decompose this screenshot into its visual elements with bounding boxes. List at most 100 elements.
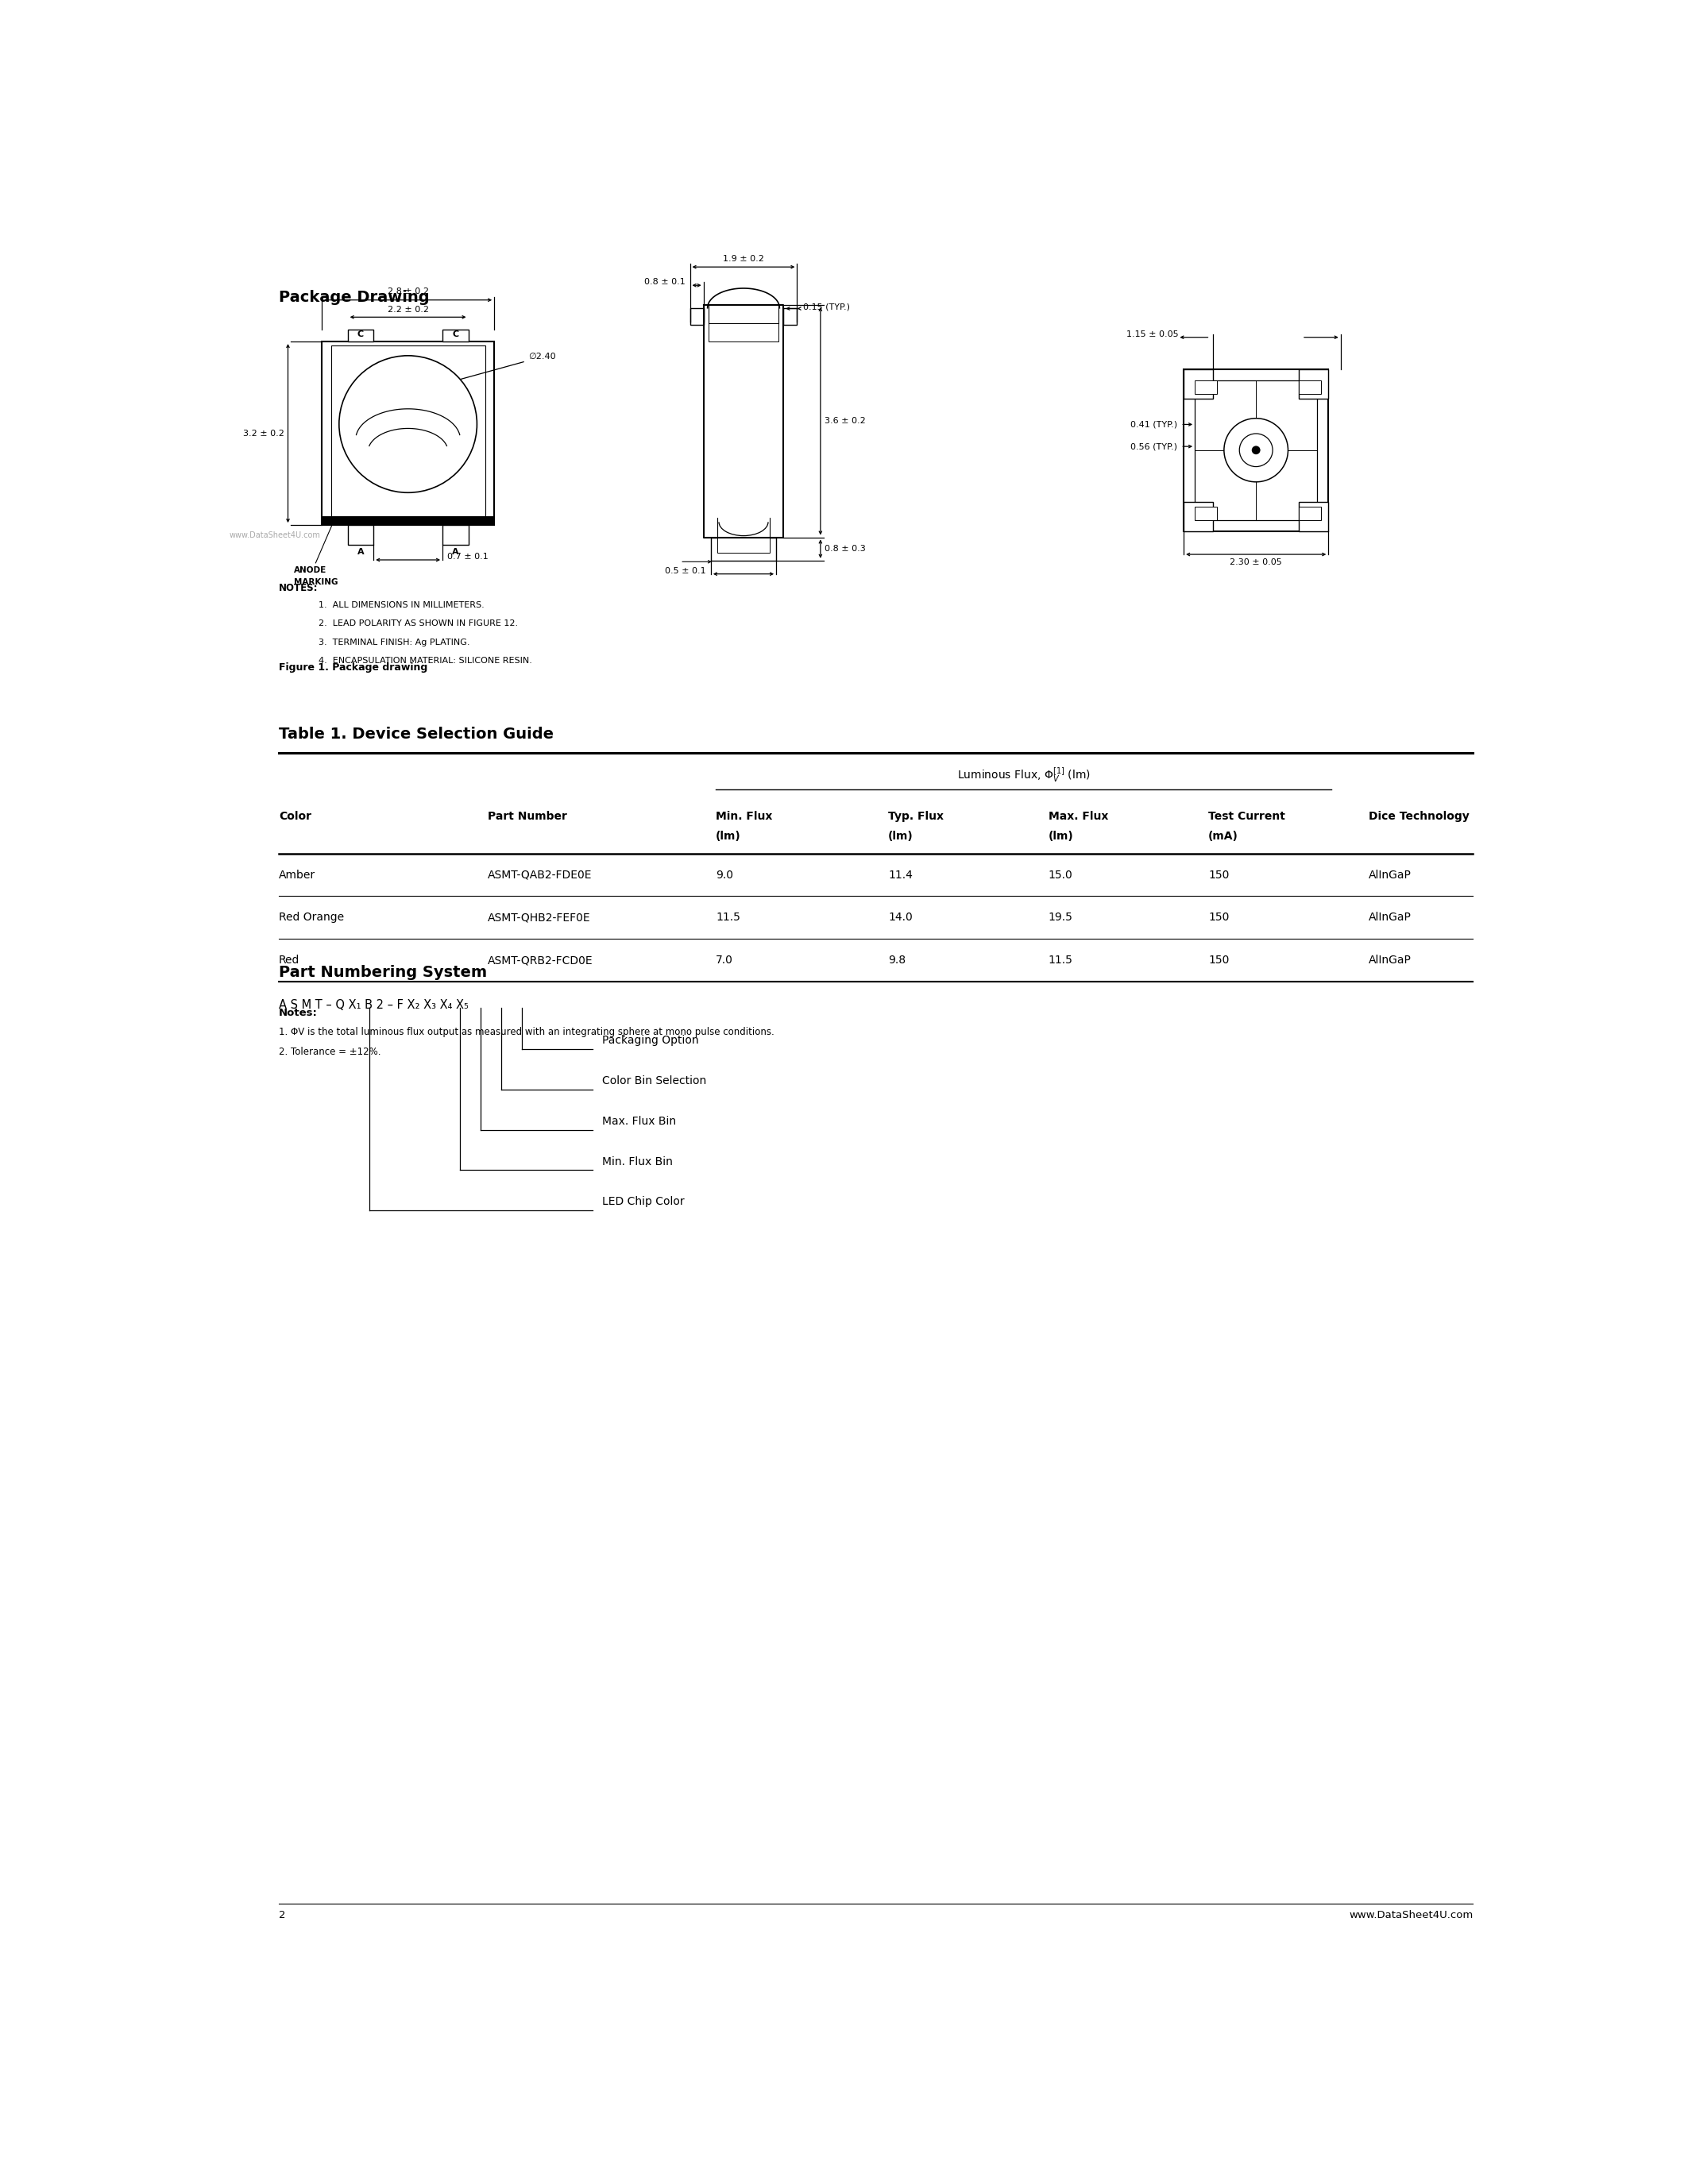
Bar	[1298, 369, 1328, 397]
Bar	[442, 524, 468, 544]
Text: 3.6 ± 0.2: 3.6 ± 0.2	[824, 417, 866, 426]
Text: Color: Color	[279, 810, 311, 821]
Text: 3.  TERMINAL FINISH: Ag PLATING.: 3. TERMINAL FINISH: Ag PLATING.	[319, 638, 469, 646]
Bar	[783, 308, 797, 325]
Text: A: A	[452, 548, 459, 555]
Text: ASMT-QRB2-FCD0E: ASMT-QRB2-FCD0E	[488, 954, 594, 965]
Bar	[711, 537, 776, 561]
Text: C: C	[358, 330, 365, 339]
Text: Luminous Flux, $\Phi_V^{[1]}$ (lm): Luminous Flux, $\Phi_V^{[1]}$ (lm)	[957, 767, 1090, 784]
Bar	[442, 330, 468, 341]
Text: 2: 2	[279, 1911, 285, 1920]
Text: 11.5: 11.5	[1048, 954, 1074, 965]
Text: ASMT-QAB2-FDE0E: ASMT-QAB2-FDE0E	[488, 869, 592, 880]
Bar	[322, 341, 495, 524]
Text: Package Drawing: Package Drawing	[279, 290, 429, 306]
Text: Min. Flux: Min. Flux	[716, 810, 773, 821]
Text: 9.8: 9.8	[888, 954, 906, 965]
Bar	[1183, 502, 1214, 531]
Bar	[709, 323, 778, 341]
Text: 2. Tolerance = ±12%.: 2. Tolerance = ±12%.	[279, 1046, 381, 1057]
Text: Typ. Flux: Typ. Flux	[888, 810, 944, 821]
Bar	[1183, 369, 1328, 531]
Circle shape	[1239, 435, 1273, 467]
Text: Amber: Amber	[279, 869, 316, 880]
Bar	[690, 308, 704, 325]
Text: 0.56 (TYP.): 0.56 (TYP.)	[1131, 443, 1178, 450]
Text: 0.41 (TYP.): 0.41 (TYP.)	[1131, 422, 1178, 428]
Text: (lm): (lm)	[716, 830, 741, 841]
Text: 0.5 ± 0.1: 0.5 ± 0.1	[665, 568, 706, 574]
Text: 2.2 ± 0.2: 2.2 ± 0.2	[387, 306, 429, 314]
Text: C: C	[452, 330, 459, 339]
Bar	[717, 537, 770, 553]
Text: AlInGaP: AlInGaP	[1369, 869, 1411, 880]
Text: 150: 150	[1209, 869, 1229, 880]
Bar	[322, 515, 495, 524]
Text: 4.  ENCAPSULATION MATERIAL: SILICONE RESIN.: 4. ENCAPSULATION MATERIAL: SILICONE RESI…	[319, 657, 532, 664]
Text: ASMT-QHB2-FEF0E: ASMT-QHB2-FEF0E	[488, 913, 591, 924]
Text: A S M T – Q X₁ B 2 – F X₂ X₃ X₄ X₅: A S M T – Q X₁ B 2 – F X₂ X₃ X₄ X₅	[279, 998, 469, 1011]
Text: 15.0: 15.0	[1048, 869, 1072, 880]
Text: 19.5: 19.5	[1048, 913, 1074, 924]
Text: A: A	[358, 548, 365, 555]
Text: 11.5: 11.5	[716, 913, 741, 924]
Text: 150: 150	[1209, 954, 1229, 965]
Text: (lm): (lm)	[888, 830, 913, 841]
Text: Max. Flux Bin: Max. Flux Bin	[603, 1116, 675, 1127]
Text: Part Number: Part Number	[488, 810, 567, 821]
Text: 14.0: 14.0	[888, 913, 913, 924]
Text: 2.  LEAD POLARITY AS SHOWN IN FIGURE 12.: 2. LEAD POLARITY AS SHOWN IN FIGURE 12.	[319, 620, 518, 627]
Text: ANODE: ANODE	[294, 566, 327, 574]
Text: NOTES:: NOTES:	[279, 583, 317, 594]
Bar	[1183, 369, 1214, 397]
Text: Red: Red	[279, 954, 300, 965]
Text: ∅2.40: ∅2.40	[446, 354, 555, 384]
Circle shape	[339, 356, 478, 494]
Text: 0.8 ± 0.3: 0.8 ± 0.3	[824, 546, 866, 553]
Text: Max. Flux: Max. Flux	[1048, 810, 1107, 821]
Bar	[1298, 502, 1328, 531]
Text: www.DataSheet4U.com: www.DataSheet4U.com	[230, 531, 321, 539]
Bar	[331, 345, 484, 515]
Bar	[1195, 380, 1317, 520]
Text: 0.8 ± 0.1: 0.8 ± 0.1	[643, 277, 685, 286]
Text: 1.9 ± 0.2: 1.9 ± 0.2	[722, 256, 765, 262]
Text: (mA): (mA)	[1209, 830, 1239, 841]
Text: Red Orange: Red Orange	[279, 913, 344, 924]
Text: MARKING: MARKING	[294, 579, 338, 585]
Bar	[1298, 507, 1322, 520]
Text: 2.30 ± 0.05: 2.30 ± 0.05	[1231, 559, 1283, 566]
Text: 1.15 ± 0.05: 1.15 ± 0.05	[1126, 330, 1178, 339]
Text: AlInGaP: AlInGaP	[1369, 913, 1411, 924]
Text: 7.0: 7.0	[716, 954, 733, 965]
Circle shape	[1252, 446, 1261, 454]
Text: Table 1. Device Selection Guide: Table 1. Device Selection Guide	[279, 727, 554, 743]
Bar	[1195, 380, 1217, 393]
Bar	[348, 524, 373, 544]
Text: 2.8 ± 0.2: 2.8 ± 0.2	[387, 288, 429, 295]
Text: 0.15 (TYP.): 0.15 (TYP.)	[803, 304, 851, 310]
Text: 1.  ALL DIMENSIONS IN MILLIMETERS.: 1. ALL DIMENSIONS IN MILLIMETERS.	[319, 601, 484, 609]
Text: 11.4: 11.4	[888, 869, 913, 880]
Text: 1. ΦV is the total luminous flux output as measured with an integrating sphere a: 1. ΦV is the total luminous flux output …	[279, 1026, 775, 1037]
Text: (lm): (lm)	[1048, 830, 1074, 841]
Bar	[348, 330, 373, 341]
Text: Figure 1. Package drawing: Figure 1. Package drawing	[279, 662, 427, 673]
Text: 150: 150	[1209, 913, 1229, 924]
Text: Test Current: Test Current	[1209, 810, 1285, 821]
Text: Min. Flux Bin: Min. Flux Bin	[603, 1155, 672, 1166]
Text: Packaging Option: Packaging Option	[603, 1035, 699, 1046]
Text: Dice Technology: Dice Technology	[1369, 810, 1469, 821]
Text: Color Bin Selection: Color Bin Selection	[603, 1075, 706, 1085]
Bar	[1195, 507, 1217, 520]
Text: 3.2 ± 0.2: 3.2 ± 0.2	[243, 430, 284, 437]
Text: www.DataSheet4U.com: www.DataSheet4U.com	[1349, 1911, 1474, 1920]
Text: LED Chip Color: LED Chip Color	[603, 1197, 684, 1208]
Text: 9.0: 9.0	[716, 869, 733, 880]
Bar	[1298, 380, 1322, 393]
Text: Part Numbering System: Part Numbering System	[279, 965, 486, 981]
Text: AlInGaP: AlInGaP	[1369, 954, 1411, 965]
Circle shape	[1224, 419, 1288, 483]
Text: 0.7 ± 0.1: 0.7 ± 0.1	[447, 553, 488, 561]
